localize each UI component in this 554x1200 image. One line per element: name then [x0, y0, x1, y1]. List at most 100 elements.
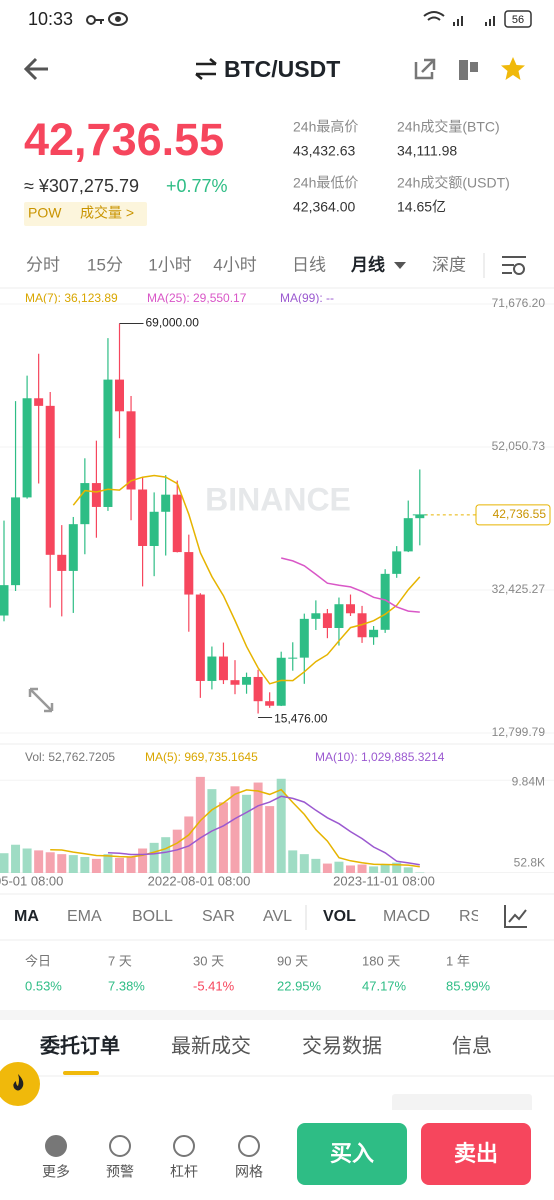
swap-icon[interactable]: [195, 58, 217, 80]
tag-link[interactable]: 成交量 >: [80, 205, 134, 221]
perf-value: 47.17%: [362, 978, 407, 993]
share-icon[interactable]: [414, 58, 436, 80]
watermark: BINANCE: [205, 481, 351, 517]
candle-body: [276, 657, 286, 706]
stat-value: 43,432.63: [293, 143, 355, 159]
candle-body: [11, 497, 21, 586]
date-label: 2023-11-01 08:00: [333, 873, 435, 888]
candle-body: [68, 524, 78, 571]
perf-value: 7.38%: [108, 978, 145, 993]
volume-bar: [322, 863, 332, 873]
buy-button[interactable]: [297, 1123, 407, 1185]
candle-body: [138, 489, 148, 546]
battery-level: 56: [512, 14, 524, 26]
indicator-settings-icon[interactable]: [504, 905, 527, 928]
interval-tab[interactable]: 月线: [350, 254, 385, 274]
indicator-tab[interactable]: MA: [14, 908, 39, 925]
indicator-tab[interactable]: MACD: [383, 908, 430, 925]
section-tab[interactable]: 委托订单: [39, 1033, 120, 1057]
candle-body: [299, 618, 309, 658]
tab-indicator: [63, 1071, 99, 1075]
chart-settings-icon[interactable]: [502, 256, 526, 275]
indicator-tab[interactable]: VOL: [323, 908, 356, 925]
volume-bar: [22, 848, 32, 873]
stat-value: 14.65亿: [397, 199, 446, 215]
volume-bar: [68, 855, 78, 873]
volume-bar: [334, 861, 344, 873]
candle-body: [22, 398, 32, 498]
price-change: +0.77%: [166, 176, 228, 196]
tag-badge[interactable]: [24, 202, 147, 226]
favorite-star[interactable]: [501, 57, 525, 80]
candle-body: [161, 494, 171, 512]
volume-bar: [276, 778, 286, 873]
dropdown-arrow[interactable]: [394, 262, 406, 269]
stat-label: 24h成交额(USDT): [397, 175, 510, 191]
indicator-tab[interactable]: EMA: [67, 908, 102, 925]
pair-title[interactable]: BTC/USDT: [224, 56, 340, 82]
section-tab[interactable]: 交易数据: [302, 1034, 382, 1057]
volume-bar: [149, 842, 159, 873]
flame-icon: [13, 1074, 24, 1091]
volume-bar: [311, 858, 321, 873]
nav-icon[interactable]: [173, 1135, 195, 1157]
nav-label[interactable]: 预警: [106, 1164, 134, 1180]
section-tab[interactable]: 信息: [452, 1034, 492, 1057]
back-button[interactable]: [23, 57, 48, 81]
section-tab[interactable]: 最新成交: [171, 1034, 251, 1057]
candle-body: [253, 676, 263, 702]
candle-body: [288, 657, 298, 659]
date-label: 05-01 08:00: [0, 873, 63, 888]
perf-label: 180 天: [362, 953, 400, 968]
nav-label[interactable]: 更多: [42, 1164, 70, 1180]
perf-label: 90 天: [277, 953, 308, 968]
nav-icon[interactable]: [109, 1135, 131, 1157]
high-label: 69,000.00: [146, 316, 200, 330]
volume-bar: [57, 854, 67, 873]
perf-label: 30 天: [193, 953, 224, 968]
status-icons: [86, 11, 495, 26]
volume-bar: [195, 776, 205, 873]
stat-value: 34,111.98: [397, 143, 457, 159]
buy-label[interactable]: 买入: [330, 1141, 374, 1166]
date-label: 2022-08-01 08:00: [148, 873, 251, 888]
sell-label[interactable]: 卖出: [454, 1141, 498, 1166]
interval-tab[interactable]: 1小时: [148, 255, 191, 274]
volume-bar: [91, 858, 101, 873]
expand-icon[interactable]: [28, 687, 54, 713]
nav-icon[interactable]: [45, 1135, 67, 1157]
sell-button[interactable]: [421, 1123, 531, 1185]
candle-body: [45, 405, 55, 555]
indicator-tab[interactable]: SAR: [202, 908, 235, 925]
interval-tab[interactable]: 4小时: [213, 255, 256, 274]
tag-text[interactable]: POW: [28, 205, 62, 221]
indicator-tab[interactable]: BOLL: [132, 908, 173, 925]
candle-body: [184, 552, 194, 595]
volume-bar: [115, 857, 124, 873]
interval-tab[interactable]: 日线: [292, 255, 326, 274]
volume-bar: [346, 865, 355, 873]
interval-tab[interactable]: 深度: [432, 255, 466, 274]
nav-label[interactable]: 杠杆: [170, 1164, 198, 1180]
book-icon[interactable]: [459, 60, 478, 80]
volume-bar: [242, 794, 252, 873]
vol-ma10-legend: MA(10): 1,029,885.3214: [315, 750, 445, 764]
interval-tab[interactable]: 15分: [87, 255, 123, 274]
perf-value: -5.41%: [193, 978, 235, 993]
candle-body: [115, 379, 124, 412]
volume-bar: [288, 850, 298, 873]
volume-bar: [80, 856, 90, 873]
volume-bar: [357, 864, 367, 873]
nav-label[interactable]: 网格: [235, 1164, 263, 1180]
volume-bar: [218, 802, 228, 873]
interval-tab[interactable]: 分时: [26, 255, 60, 274]
volume-bar: [0, 853, 9, 873]
ma25-legend: MA(25): 29,550.17: [147, 291, 247, 305]
volume-bar: [138, 848, 148, 873]
indicator-tab[interactable]: AVL: [263, 908, 292, 925]
ma99-legend: MA(99): --: [280, 291, 334, 305]
candle-body: [369, 629, 379, 638]
stat-label: 24h最高价: [293, 119, 358, 135]
nav-icon[interactable]: [238, 1135, 260, 1157]
volume-bar: [230, 786, 240, 873]
